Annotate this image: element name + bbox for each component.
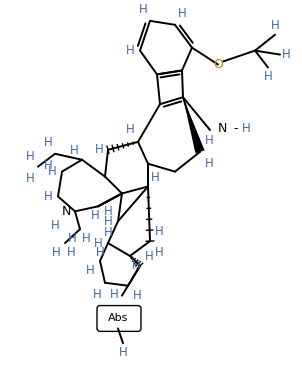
Text: H: H bbox=[271, 19, 279, 32]
Text: H: H bbox=[93, 288, 102, 301]
FancyBboxPatch shape bbox=[97, 306, 141, 331]
Text: -: - bbox=[233, 123, 237, 135]
Text: N: N bbox=[218, 123, 227, 135]
Text: H: H bbox=[96, 246, 105, 259]
Text: H: H bbox=[44, 190, 53, 203]
Text: H: H bbox=[94, 237, 103, 250]
Text: H: H bbox=[205, 157, 214, 170]
Text: H: H bbox=[104, 226, 113, 239]
Text: H: H bbox=[26, 171, 35, 185]
Text: H: H bbox=[91, 209, 100, 222]
Text: H: H bbox=[155, 246, 164, 259]
Text: H: H bbox=[51, 219, 60, 232]
Text: H: H bbox=[264, 70, 272, 83]
Text: H: H bbox=[70, 144, 79, 157]
Text: H: H bbox=[178, 7, 187, 20]
Text: O: O bbox=[213, 58, 223, 71]
Text: H: H bbox=[119, 346, 127, 359]
Text: H: H bbox=[155, 225, 164, 238]
Text: H: H bbox=[126, 44, 135, 57]
Text: H: H bbox=[151, 171, 160, 183]
Text: H: H bbox=[48, 165, 57, 178]
Text: H: H bbox=[86, 264, 95, 277]
Text: H: H bbox=[139, 3, 148, 16]
Polygon shape bbox=[183, 97, 204, 153]
Text: N: N bbox=[62, 205, 71, 218]
Text: H: H bbox=[52, 246, 61, 259]
Text: H: H bbox=[68, 232, 77, 245]
Text: Abs: Abs bbox=[108, 314, 128, 323]
Text: H: H bbox=[82, 232, 91, 245]
Text: H: H bbox=[133, 289, 142, 302]
Text: H: H bbox=[282, 48, 291, 61]
Text: H: H bbox=[145, 250, 154, 263]
Text: H: H bbox=[104, 205, 113, 218]
Text: H: H bbox=[44, 136, 53, 149]
Text: H: H bbox=[67, 246, 76, 259]
Text: H: H bbox=[104, 215, 113, 228]
Text: H: H bbox=[44, 159, 53, 172]
Text: H: H bbox=[95, 143, 104, 156]
Text: H: H bbox=[242, 123, 251, 135]
Text: H: H bbox=[132, 259, 141, 272]
Text: H: H bbox=[126, 123, 135, 136]
Text: H: H bbox=[110, 288, 119, 301]
Text: H: H bbox=[205, 134, 214, 147]
Text: H: H bbox=[26, 150, 35, 163]
